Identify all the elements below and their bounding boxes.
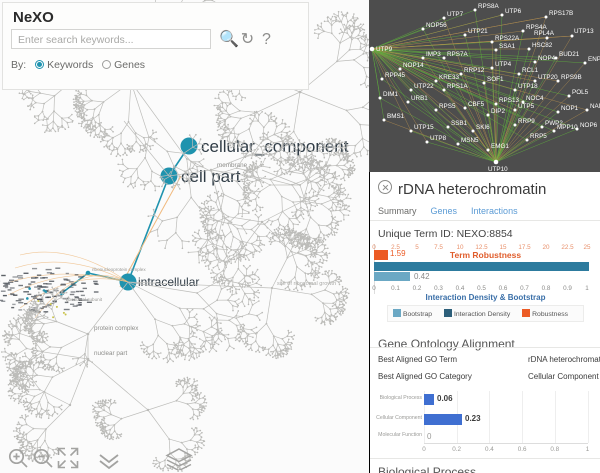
svg-text:UTP22: UTP22: [414, 83, 434, 90]
svg-text:NOP56: NOP56: [426, 22, 447, 29]
svg-text:MPP10: MPP10: [557, 124, 578, 131]
svg-text:UTP15: UTP15: [414, 124, 434, 131]
svg-text:RPP45: RPP45: [385, 72, 405, 79]
svg-text:BUD21: BUD21: [559, 51, 580, 58]
svg-text:RPS9B: RPS9B: [561, 74, 582, 81]
svg-text:RRP9: RRP9: [518, 118, 535, 125]
svg-text:NAN1: NAN1: [590, 103, 600, 110]
svg-text:IMP3: IMP3: [426, 51, 441, 58]
svg-text:NOP14: NOP14: [403, 62, 424, 69]
svg-text:RPS17B: RPS17B: [549, 10, 573, 17]
svg-text:NOP4: NOP4: [538, 55, 556, 62]
svg-text:URB1: URB1: [411, 95, 428, 102]
svg-text:DIP2: DIP2: [491, 108, 505, 115]
svg-text:MSN5: MSN5: [461, 137, 479, 144]
svg-text:HSC82: HSC82: [532, 42, 553, 49]
svg-text:SSA1: SSA1: [499, 43, 516, 50]
svg-text:protein complex: protein complex: [94, 325, 139, 332]
svg-text:UTP21: UTP21: [468, 28, 488, 35]
svg-text:UTP4: UTP4: [495, 61, 512, 68]
svg-text:nuclear part: nuclear part: [94, 350, 128, 357]
svg-text:UTP20: UTP20: [538, 74, 558, 81]
svg-text:EMG1: EMG1: [491, 143, 509, 150]
svg-text:POL5: POL5: [572, 89, 589, 96]
svg-text:UTP5: UTP5: [518, 103, 535, 110]
svg-text:NOP6: NOP6: [580, 122, 598, 129]
svg-text:UTP8: UTP8: [430, 135, 447, 142]
svg-text:RPS1A: RPS1A: [447, 83, 468, 90]
svg-text:UTP9: UTP9: [376, 46, 393, 53]
svg-text:UTP13: UTP13: [574, 28, 594, 35]
svg-text:RPS13: RPS13: [499, 97, 519, 104]
svg-text:RRP12: RRP12: [464, 67, 485, 74]
svg-text:CBF5: CBF5: [468, 101, 485, 108]
svg-text:RPS7A: RPS7A: [447, 51, 468, 58]
svg-text:UTP18: UTP18: [518, 83, 538, 90]
svg-text:SSB1: SSB1: [451, 120, 468, 127]
svg-text:ribosomal subunit: ribosomal subunit: [66, 297, 103, 302]
svg-text:BMS1: BMS1: [387, 113, 405, 120]
svg-text:ribonucleoprotein complex: ribonucleoprotein complex: [92, 267, 146, 272]
svg-text:RPS8A: RPS8A: [478, 3, 499, 10]
svg-text:RPS22A: RPS22A: [495, 35, 520, 42]
svg-text:DIM1: DIM1: [383, 91, 399, 98]
svg-text:SKI6: SKI6: [476, 124, 490, 131]
svg-text:UTP6: UTP6: [505, 8, 522, 15]
svg-text:RPS5: RPS5: [439, 103, 456, 110]
svg-text:UTP7: UTP7: [447, 11, 464, 18]
svg-text:NOP1: NOP1: [561, 105, 579, 112]
svg-text:ENP1: ENP1: [588, 56, 600, 63]
svg-text:RCL1: RCL1: [522, 67, 539, 74]
svg-text:SOF1: SOF1: [487, 76, 504, 83]
svg-text:NOC4: NOC4: [526, 95, 544, 102]
svg-text:RPL4A: RPL4A: [534, 30, 555, 37]
svg-text:intracellular: intracellular: [138, 275, 199, 289]
svg-text:RRP5: RRP5: [530, 133, 547, 140]
svg-text:KRE33: KRE33: [439, 74, 459, 81]
